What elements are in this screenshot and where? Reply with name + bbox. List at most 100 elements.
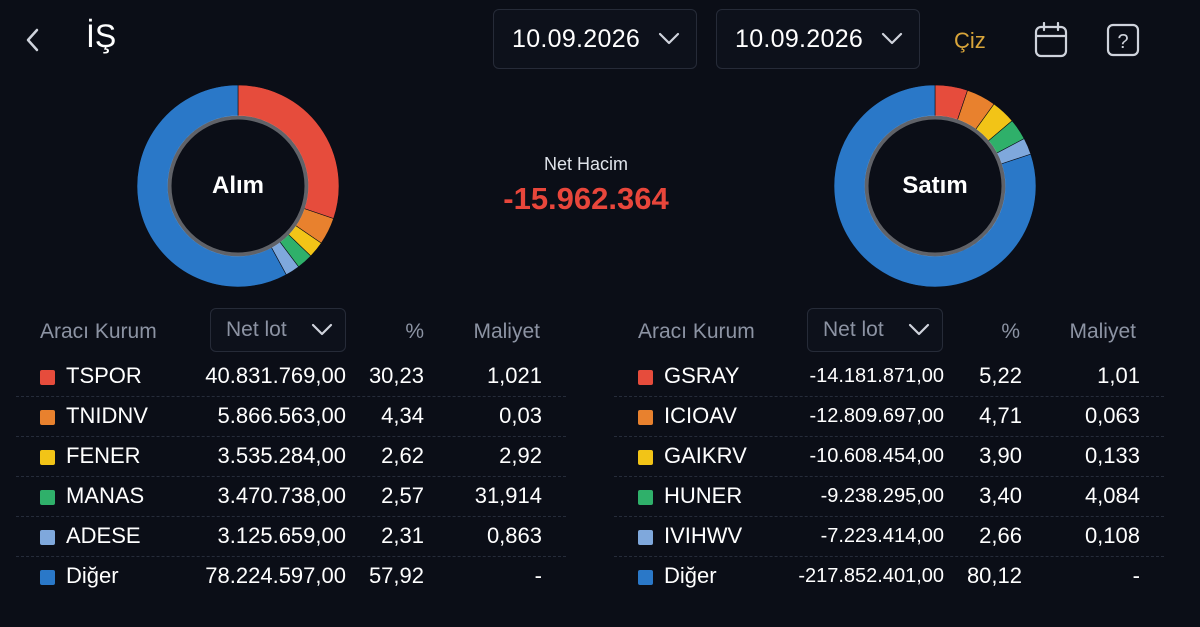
cost-value: 0,063 (1084, 403, 1140, 428)
donut-inner-ring (167, 115, 309, 257)
donut-hole (172, 120, 304, 252)
percent-value: 3,40 (979, 483, 1022, 508)
chevron-down-icon (658, 32, 680, 45)
net-lot-value: 40.831.769,00 (205, 363, 346, 388)
percent-value: 5,22 (979, 363, 1022, 388)
row-divider (614, 556, 1164, 557)
color-swatch (40, 570, 55, 585)
table-row[interactable]: ICIOAV -12.809.697,00 4,71 0,063 (614, 397, 1164, 437)
svg-text:?: ? (1117, 31, 1128, 53)
broker-name: TSPOR (66, 363, 142, 388)
cost-value: 1,021 (486, 363, 542, 388)
broker-name: TNIDNV (66, 403, 148, 428)
net-lot-value: 3.125.659,00 (217, 523, 346, 548)
percent-value: 2,31 (381, 523, 424, 548)
sell-donut-label: Satım (902, 172, 968, 199)
sell-netlot-select[interactable]: Net lot (807, 308, 943, 352)
help-icon: ? (1106, 23, 1140, 57)
color-swatch (40, 450, 55, 465)
row-divider (614, 396, 1164, 397)
table-row[interactable]: TNIDNV 5.866.563,00 4,34 0,03 (16, 397, 566, 437)
cost-value: 0,133 (1084, 443, 1140, 468)
cost-value: 31,914 (474, 483, 542, 508)
broker-name: Diğer (66, 563, 119, 588)
color-swatch (638, 370, 653, 385)
broker-name: HUNER (664, 483, 743, 508)
percent-value: 2,66 (979, 523, 1022, 548)
cost-value: - (1132, 563, 1140, 588)
net-lot-value: 78.224.597,00 (205, 563, 346, 588)
buy-col-broker: Aracı Kurum (40, 320, 157, 343)
chevron-left-icon (26, 28, 39, 52)
broker-name: FENER (66, 443, 141, 468)
buy-donut-label: Alım (211, 172, 264, 199)
net-volume-label: Net Hacim (543, 154, 628, 174)
date-to-select[interactable]: 10.09.2026 (716, 9, 920, 69)
buy-donut-chart (136, 84, 340, 288)
net-lot-value: -10.608.454,00 (809, 445, 944, 467)
chevron-down-icon (881, 32, 903, 45)
sell-col-pct: % (1001, 320, 1020, 343)
donut-hole (869, 120, 1001, 252)
sell-col-broker: Aracı Kurum (638, 320, 755, 343)
row-divider (614, 476, 1164, 477)
buy-netlot-select[interactable]: Net lot (210, 308, 346, 352)
page-title: İŞ (86, 18, 117, 54)
table-row[interactable]: GAIKRV -10.608.454,00 3,90 0,133 (614, 437, 1164, 477)
color-swatch (40, 530, 55, 545)
table-row[interactable]: ADESE 3.125.659,00 2,31 0,863 (16, 517, 566, 557)
net-volume-value: -15.962.364 (503, 181, 669, 216)
color-swatch (638, 530, 653, 545)
donut-inner-ring (864, 115, 1006, 257)
row-divider (16, 476, 566, 477)
row-divider (16, 556, 566, 557)
date-from-value: 10.09.2026 (512, 24, 641, 53)
cost-value: 4,084 (1084, 483, 1140, 508)
percent-value: 2,62 (381, 443, 424, 468)
color-swatch (638, 450, 653, 465)
table-row[interactable]: TSPOR 40.831.769,00 30,23 1,021 (16, 357, 566, 397)
net-lot-value: 5.866.563,00 (217, 403, 346, 428)
cost-value: 0,863 (486, 523, 542, 548)
cost-value: 1,01 (1097, 363, 1140, 388)
sell-netlot-value: Net lot (823, 318, 884, 341)
broker-name: ICIOAV (664, 403, 737, 428)
table-row[interactable]: Diğer 78.224.597,00 57,92 - (16, 557, 566, 597)
calendar-button[interactable] (1034, 21, 1068, 58)
table-row[interactable]: MANAS 3.470.738,00 2,57 31,914 (16, 477, 566, 517)
table-row[interactable]: HUNER -9.238.295,00 3,40 4,084 (614, 477, 1164, 517)
broker-name: GAIKRV (664, 443, 747, 468)
percent-value: 80,12 (966, 563, 1022, 588)
color-swatch (638, 410, 653, 425)
sell-donut-chart (833, 84, 1037, 288)
buy-netlot-value: Net lot (226, 318, 287, 341)
date-from-select[interactable]: 10.09.2026 (493, 9, 697, 69)
color-swatch (40, 410, 55, 425)
donut-slice-diğer (833, 84, 1037, 288)
chevron-down-icon (311, 323, 333, 336)
net-lot-value: -217.852.401,00 (798, 565, 944, 587)
net-lot-value: -14.181.871,00 (809, 365, 944, 387)
color-swatch (40, 490, 55, 505)
net-lot-value: -7.223.414,00 (820, 525, 944, 547)
table-row[interactable]: FENER 3.535.284,00 2,62 2,92 (16, 437, 566, 477)
table-row[interactable]: IVIHWV -7.223.414,00 2,66 0,108 (614, 517, 1164, 557)
broker-name: IVIHWV (664, 523, 743, 548)
table-row[interactable]: GSRAY -14.181.871,00 5,22 1,01 (614, 357, 1164, 397)
color-swatch (638, 490, 653, 505)
net-lot-value: -9.238.295,00 (820, 485, 944, 507)
chevron-down-icon (908, 323, 930, 336)
back-button[interactable] (22, 26, 44, 54)
row-divider (614, 436, 1164, 437)
help-button[interactable]: ? (1106, 22, 1140, 58)
cost-value: - (534, 563, 542, 588)
draw-button[interactable]: Çiz (954, 28, 986, 53)
net-lot-value: -12.809.697,00 (809, 405, 944, 427)
color-swatch (638, 570, 653, 585)
net-lot-value: 3.535.284,00 (217, 443, 346, 468)
broker-name: ADESE (66, 523, 141, 548)
table-row[interactable]: Diğer -217.852.401,00 80,12 - (614, 557, 1164, 597)
net-lot-value: 3.470.738,00 (217, 483, 346, 508)
row-divider (16, 396, 566, 397)
percent-value: 3,90 (979, 443, 1022, 468)
